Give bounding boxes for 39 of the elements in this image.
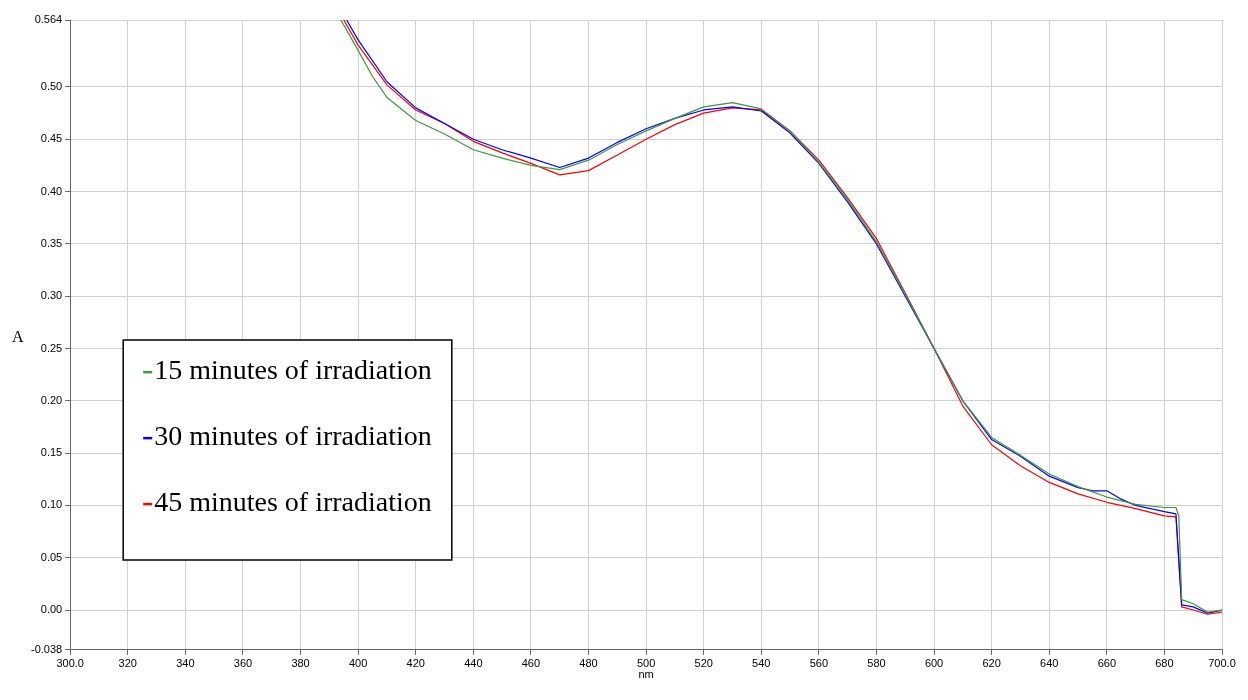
x-tick-label: 400 [348,657,368,670]
x-tick-label: 340 [176,657,195,670]
legend-label: 45 minutes of irradiation [154,486,432,518]
x-tick-label: 380 [291,657,310,670]
x-tick-label: 440 [464,657,483,670]
y-tick-label: -0.038 [30,642,63,655]
x-tick-label: 520 [694,657,713,670]
y-tick-label: 0.05 [40,550,63,563]
y-tick-label: 0.20 [40,393,63,406]
x-tick-label: 600 [924,657,944,670]
x-tick-label: 360 [233,657,253,670]
x-tick-label: 640 [1040,657,1059,670]
y-tick-label: 0.50 [40,79,63,92]
y-tick-label: 0.30 [40,289,63,302]
x-tick-label: 460 [521,657,541,670]
y-tick-label: 0.15 [40,446,63,459]
y-axis-title: A [12,328,24,346]
x-tick-label: 700.0 [1208,657,1236,670]
x-tick-label: 580 [867,657,886,670]
y-tick-label: 0.40 [40,184,63,197]
y-tick-label: 0.35 [40,236,63,249]
x-tick-label: 300.0 [56,657,84,670]
x-tick-label: 560 [809,657,829,670]
x-tick-label: 420 [406,657,425,670]
legend-label: 15 minutes of irradiation [154,354,432,386]
y-tick-label: 0.00 [40,603,63,616]
x-tick-label: 680 [1155,657,1174,670]
x-tick-label: 500 [636,657,656,670]
legend-label: 30 minutes of irradiation [154,420,432,452]
y-tick-label: 0.564 [34,13,63,26]
y-tick-label: 0.10 [40,498,63,511]
y-tick-label: 0.25 [40,341,63,354]
x-tick-label: 660 [1097,657,1116,670]
x-tick-label: 320 [118,657,137,670]
x-tick-label: 540 [752,657,771,670]
y-tick-label: 0.45 [40,132,63,145]
x-tick-label: 480 [579,657,598,670]
x-axis-title: nm [638,668,654,681]
x-tick-label: 620 [982,657,1001,670]
